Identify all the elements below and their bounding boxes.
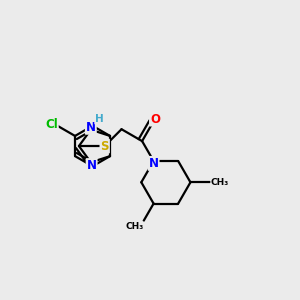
Text: Cl: Cl — [45, 118, 58, 131]
Text: H: H — [95, 114, 104, 124]
Text: N: N — [148, 157, 159, 170]
Text: S: S — [100, 140, 109, 152]
Text: N: N — [87, 159, 97, 172]
Text: CH₃: CH₃ — [125, 221, 143, 230]
Text: N: N — [86, 121, 96, 134]
Text: CH₃: CH₃ — [211, 178, 229, 187]
Text: O: O — [150, 112, 160, 126]
